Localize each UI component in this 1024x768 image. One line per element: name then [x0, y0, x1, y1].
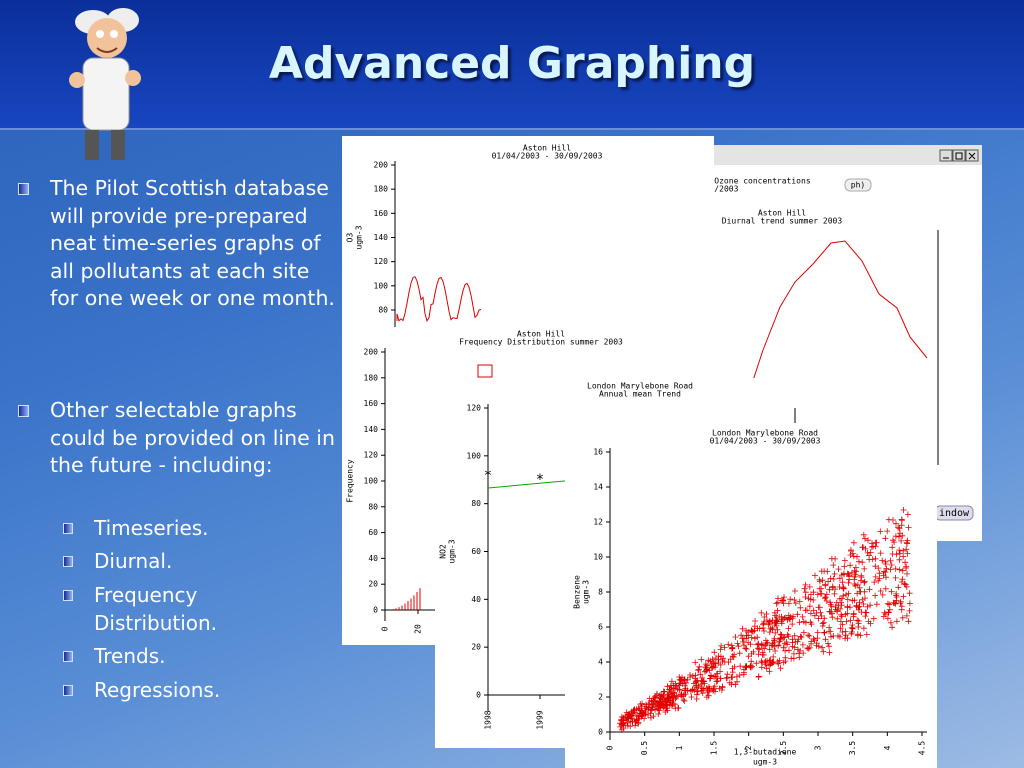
x-tick-label: 0 — [381, 626, 390, 631]
y-tick-label: 180 — [374, 185, 389, 194]
y-tick-label: 120 — [374, 257, 389, 266]
sub-bullet: Timeseries. — [63, 515, 294, 543]
y-tick-label: 160 — [364, 399, 379, 408]
decor: * — [484, 468, 492, 484]
bullet: Other selectable graphs could be provide… — [18, 397, 350, 480]
x-tick-label: 1998 — [484, 710, 493, 729]
chart-title: London Marylebone Road — [587, 382, 693, 391]
x-tick-label: 20 — [414, 624, 423, 634]
x-tick-label: 0.5 — [640, 741, 649, 756]
y-tick-label: 180 — [364, 373, 379, 382]
y-tick-label: 80 — [378, 306, 388, 315]
y-axis-label: ugm-3 — [582, 580, 591, 604]
y-tick-label: 20 — [368, 580, 378, 589]
y-tick-label: 0 — [373, 606, 378, 615]
fragment: ph) — [851, 181, 865, 190]
fragment: indow — [939, 508, 970, 519]
x-tick-label: 3 — [814, 745, 823, 750]
chart-title: Aston Hill — [517, 330, 565, 339]
x-axis-label: ugm-3 — [753, 758, 777, 767]
decor — [617, 507, 913, 733]
chart-title: Frequency Distribution summer 2003 — [459, 338, 623, 347]
x-axis-label: 1,3-butadiene — [734, 748, 797, 757]
x-tick-label: 1999 — [536, 710, 545, 729]
x-tick-label: 2 — [744, 745, 753, 750]
chart-title: Aston Hill — [523, 144, 571, 153]
y-tick-label: 14 — [593, 483, 603, 492]
y-axis-label: ugm-3 — [355, 225, 364, 249]
y-tick-label: 120 — [364, 451, 379, 460]
y-tick-label: 80 — [368, 502, 378, 511]
y-tick-label: 0 — [598, 728, 603, 737]
title-bar: Advanced Graphing — [0, 0, 1024, 160]
y-tick-label: 80 — [471, 499, 481, 508]
y-axis-label: NO2 — [439, 544, 448, 559]
y-tick-label: 40 — [471, 595, 481, 604]
y-tick-label: 20 — [471, 643, 481, 652]
y-tick-label: 12 — [593, 518, 603, 527]
x-tick-label: 1 — [675, 745, 684, 750]
decor — [762, 240, 928, 359]
sub-bullet: Diurnal. — [63, 548, 294, 576]
sub-bullet: Frequency Distribution. — [63, 582, 294, 637]
y-tick-label: 200 — [374, 161, 389, 170]
y-tick-label: 200 — [364, 348, 379, 357]
y-axis-label: Benzene — [573, 575, 582, 609]
x-tick-label: 2.5 — [779, 741, 788, 756]
y-tick-label: 100 — [364, 477, 379, 486]
y-tick-label: 60 — [471, 547, 481, 556]
chart-title: London Marylebone Road — [712, 429, 818, 438]
slide-title: Advanced Graphing — [268, 38, 756, 89]
y-tick-label: 40 — [368, 554, 378, 563]
y-tick-label: 4 — [598, 658, 603, 667]
y-axis-label: ugm-3 — [448, 539, 457, 563]
chart-title: Aston Hill — [758, 209, 806, 218]
x-tick-label: 4 — [883, 745, 892, 750]
sub-bullet: Regressions. — [63, 677, 294, 705]
y-tick-label: 100 — [467, 451, 482, 460]
x-tick-label: 1.5 — [710, 741, 719, 756]
y-axis-label: O3 — [346, 233, 355, 243]
x-tick-label: 3.5 — [848, 741, 857, 756]
x-tick-label: 4.5 — [918, 741, 927, 756]
y-tick-label: 8 — [598, 588, 603, 597]
x-tick-label: 0 — [606, 745, 615, 750]
chart-title: Diurnal trend summer 2003 — [722, 217, 843, 226]
y-tick-label: 6 — [598, 623, 603, 632]
bullet: The Pilot Scottish database will provide… — [18, 175, 335, 313]
chart-title: Annual mean Trend — [599, 390, 681, 399]
y-tick-label: 0 — [476, 691, 481, 700]
decor — [487, 479, 576, 489]
decor — [477, 364, 493, 378]
decor — [396, 276, 482, 323]
y-tick-label: 2 — [598, 693, 603, 702]
professor-icon — [69, 8, 141, 160]
y-tick-label: 160 — [374, 209, 389, 218]
y-tick-label: 140 — [374, 233, 389, 242]
chart-title: 01/04/2003 - 30/09/2003 — [710, 437, 821, 446]
decor: * — [536, 472, 544, 488]
y-tick-label: 16 — [593, 448, 603, 457]
y-tick-label: 120 — [467, 404, 482, 413]
y-tick-label: 100 — [374, 281, 389, 290]
y-tick-label: 140 — [364, 425, 379, 434]
sub-bullet: Trends. — [63, 643, 294, 671]
chart-title: 01/04/2003 - 30/09/2003 — [492, 152, 603, 161]
y-tick-label: 10 — [593, 553, 603, 562]
y-axis-label: Frequency — [346, 459, 355, 503]
y-tick-label: 60 — [368, 528, 378, 537]
